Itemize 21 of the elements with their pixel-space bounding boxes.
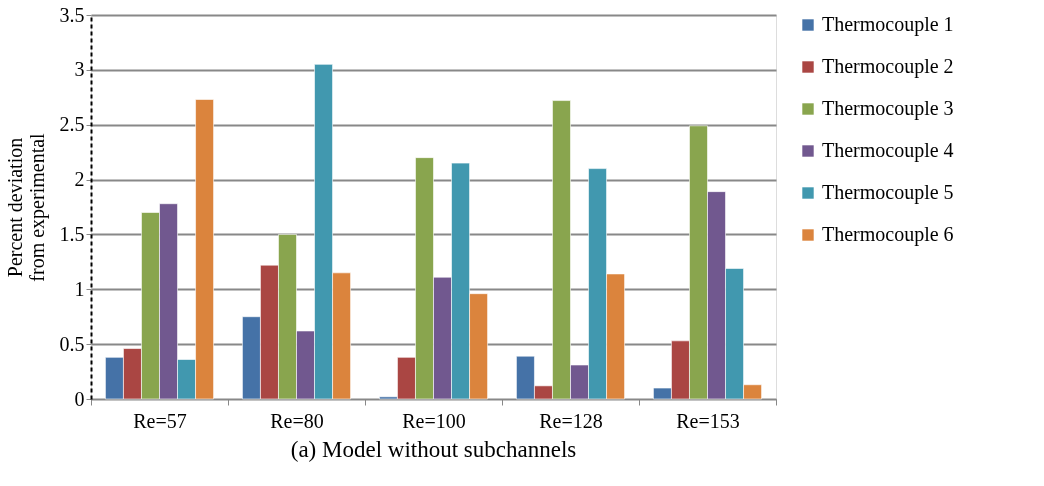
y-tick-label: 2.5 xyxy=(59,113,85,136)
y-tick-label: 1 xyxy=(74,277,85,300)
x-tick-label: Re=57 xyxy=(133,409,187,432)
legend-label: Thermocouple 1 xyxy=(822,13,954,36)
text: (a) Model without subchannels xyxy=(290,437,577,462)
y-axis-title: Percent deviation from experimental xyxy=(3,132,49,282)
y-tick-label: 1.5 xyxy=(59,222,85,245)
legend-label: Thermocouple 6 xyxy=(822,223,954,246)
legend-label: Thermocouple 5 xyxy=(822,181,954,204)
y-tick-label: 3.5 xyxy=(59,3,85,26)
x-tick-label: Re=153 xyxy=(676,409,740,432)
y-tick-label: 3 xyxy=(74,58,85,81)
y-tick-label: 2 xyxy=(74,168,85,191)
legend-label: Thermocouple 2 xyxy=(822,55,954,78)
y-tick-label: 0 xyxy=(74,387,85,410)
x-tick-label: Re=100 xyxy=(402,409,466,432)
legend-label: Thermocouple 3 xyxy=(822,97,954,120)
y-tick-label: 0.5 xyxy=(59,332,85,355)
x-tick-label: Re=128 xyxy=(539,409,603,432)
legend-label: Thermocouple 4 xyxy=(822,139,954,162)
x-tick-label: Re=80 xyxy=(270,409,324,432)
